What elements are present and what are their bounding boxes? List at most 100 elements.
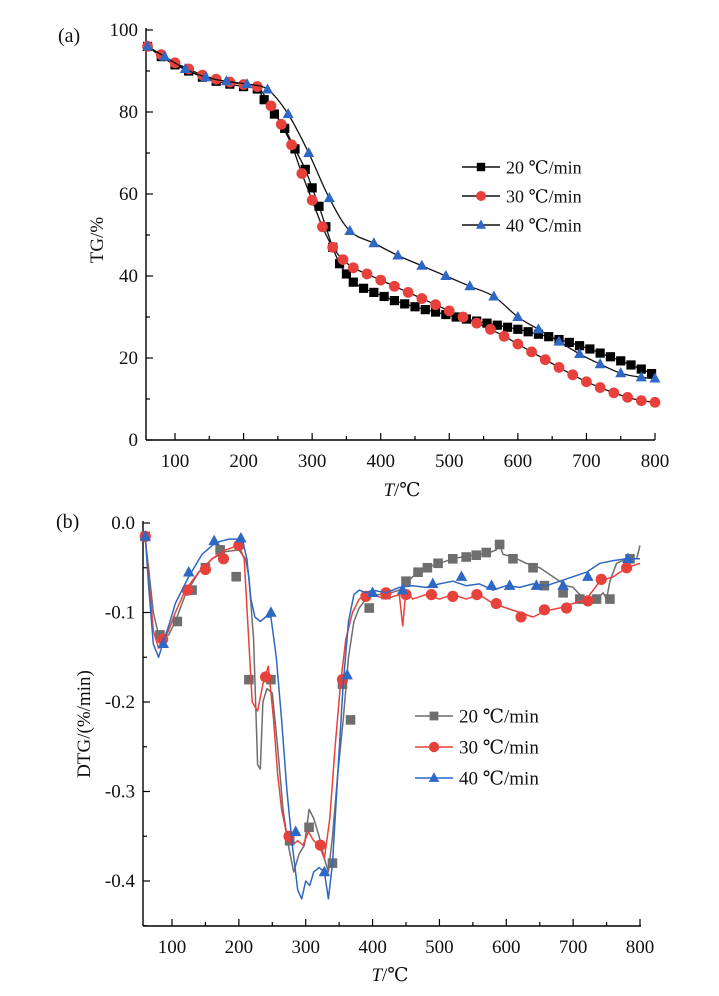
data-point-square [259,95,269,105]
data-point-triangle [464,280,476,291]
data-point-circle [347,262,359,274]
data-point-triangle [241,78,253,89]
data-point-square [482,318,492,328]
data-point-circle [306,194,318,206]
data-point-circle [416,293,428,304]
data-point-square [605,594,615,604]
data-point-triangle [366,586,379,598]
data-point-triangle [426,577,439,589]
data-point-circle [457,311,469,323]
data-point-circle [608,387,620,399]
data-point-circle [337,254,349,265]
data-point-square [585,344,595,354]
data-point-circle [471,589,483,601]
x-tick-label: 300 [298,451,327,472]
panel-a-xlabel: T/℃ [383,480,420,501]
x-tick-label: 600 [504,451,533,472]
data-point-circle [595,573,607,585]
data-point-square [433,558,443,569]
data-point-square [358,283,369,293]
series-30min [142,41,661,408]
y-tick-label: 20 [119,348,138,369]
legend-entry: 20 ℃/min [462,158,582,178]
data-point-square [314,201,324,211]
y-tick-label: 60 [119,184,138,205]
data-point-triangle [208,534,220,546]
data-point-square [422,562,433,573]
x-tick-label: 200 [225,937,254,958]
data-point-triangle [142,40,154,51]
series-20min [140,531,641,873]
panel-a-xlabel-unit: /℃ [394,480,421,501]
data-point-square [574,341,585,351]
data-point-triangle [615,367,627,378]
x-tick-label: 100 [161,451,190,472]
data-point-circle [233,539,245,551]
y-tick-label: 100 [110,20,139,41]
series-40min [142,40,661,383]
panel-a-axes: 0 20 40 60 80 100 100 200 300 400 500 600 700 800 [110,20,670,472]
data-point-circle [275,118,287,130]
data-point-square [389,296,400,306]
data-point-square [364,603,375,613]
data-point-circle [567,369,579,381]
data-point-circle [539,354,551,366]
data-point-triangle [557,579,569,590]
data-point-circle [360,590,372,602]
data-point-circle [181,584,193,596]
data-point-square [400,299,410,309]
data-point-square [401,576,411,586]
data-point-circle [515,611,527,623]
data-point-square [266,674,276,685]
data-point-triangle [512,311,524,322]
data-point-circle [538,604,550,616]
data-point-triangle [530,579,543,590]
panel-b-xlabel-unit: /℃ [382,965,409,986]
data-point-circle [260,671,272,683]
data-point-square [341,269,352,279]
panel-b-axes: -0.4 -0.3 -0.2 -0.1 0.0 100 200 300 400 500 600 700… [105,513,654,958]
x-tick-label: 400 [358,937,387,958]
data-point-circle [582,595,594,607]
data-point-circle [512,338,524,350]
data-point-triangle [582,570,594,581]
data-point-triangle [289,825,302,837]
data-point-square [410,302,420,312]
data-point-square [605,352,616,362]
data-point-triangle [553,335,565,346]
series-30min [139,530,641,860]
panel-b-plot-area [139,530,641,900]
data-point-circle [490,597,502,610]
data-point-square [430,307,441,317]
data-point-square [345,715,356,725]
data-point-circle [402,287,414,298]
legend-marker-circle [476,191,486,201]
data-point-square [626,360,636,370]
y-tick-label: -0.1 [105,603,135,624]
data-point-triangle [157,637,170,649]
series-line [144,536,641,860]
x-tick-label: 500 [435,451,464,472]
data-point-triangle [440,270,452,281]
y-tick-label: 40 [119,266,138,287]
x-tick-label: 300 [291,937,320,958]
data-point-circle [498,330,510,342]
data-point-circle [361,268,373,280]
y-tick-label: 80 [119,102,138,123]
data-point-square [646,368,657,379]
legend-label: 40 ℃/min [459,769,539,790]
panel-b-xlabel-var: T [371,965,383,986]
data-point-triangle [416,259,428,270]
series-20min [142,41,657,379]
data-point-triangle [139,530,152,541]
data-point-triangle [488,290,500,301]
x-tick-label: 400 [366,451,395,472]
data-point-circle [265,100,277,112]
data-point-triangle [635,371,647,382]
x-tick-label: 100 [158,937,187,958]
legend-marker-square [476,162,486,172]
data-point-circle [286,139,297,151]
legend-label: 40 ℃/min [506,216,582,236]
data-point-square [269,109,280,119]
data-point-circle [375,274,387,286]
